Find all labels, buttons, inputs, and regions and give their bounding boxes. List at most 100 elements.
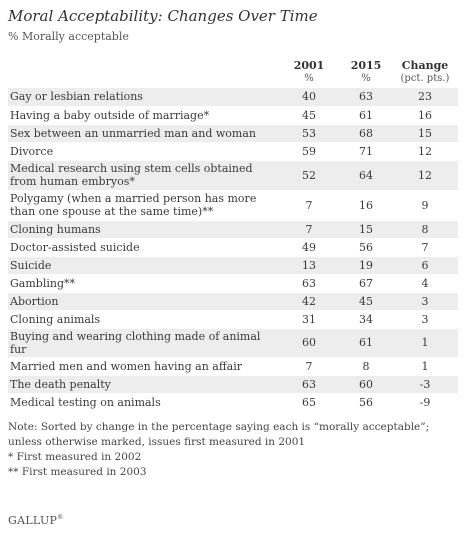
row-value-2015: 45 xyxy=(340,292,392,311)
column-unit-change: (pct. pts.) xyxy=(400,73,450,84)
trademark-mark: ® xyxy=(57,514,64,521)
table-row: Having a baby outside of marriage* 45 61 16 xyxy=(8,106,458,125)
row-value-2001: 7 xyxy=(278,357,340,376)
row-value-2015: 19 xyxy=(340,256,392,275)
row-value-change: 12 xyxy=(392,160,458,191)
table-row: Polygamy (when a married person has more… xyxy=(8,190,458,221)
chart-subtitle: % Morally acceptable xyxy=(8,30,129,43)
row-value-2001: 31 xyxy=(278,310,340,329)
note-footnote-2003: ** First measured in 2003 xyxy=(8,465,147,478)
row-value-change: 16 xyxy=(392,106,458,125)
notes: Note: Sorted by change in the percentage… xyxy=(8,420,458,480)
row-value-2015: 8 xyxy=(340,357,392,376)
row-value-change: 1 xyxy=(392,328,458,358)
column-header-2015: 2015 xyxy=(350,59,382,72)
row-issue-label: Cloning humans xyxy=(8,220,278,239)
table-row: Suicide 13 19 6 xyxy=(8,256,458,275)
row-value-2015: 61 xyxy=(340,106,392,125)
row-issue-label: Having a baby outside of marriage* xyxy=(8,106,278,125)
table-row: Gambling** 63 67 4 xyxy=(8,274,458,293)
note-main: Note: Sorted by change in the percentage… xyxy=(8,420,430,448)
table-row: Divorce 59 71 12 xyxy=(8,142,458,161)
row-value-2015: 56 xyxy=(340,393,392,412)
row-value-2001: 7 xyxy=(278,220,340,239)
row-value-2001: 52 xyxy=(278,160,340,191)
table-row: Medical research using stem cells obtain… xyxy=(8,160,458,191)
row-issue-label: Sex between an unmarried man and woman xyxy=(8,124,278,143)
table-row: Sex between an unmarried man and woman 53… xyxy=(8,124,458,143)
row-issue-label: Doctor-assisted suicide xyxy=(8,238,278,257)
row-value-2001: 13 xyxy=(278,256,340,275)
table-body: Gay or lesbian relations 40 63 23 Having a b… xyxy=(8,88,458,412)
row-issue-label: Cloning animals xyxy=(8,310,278,329)
row-value-2001: 63 xyxy=(278,274,340,293)
logo-text: GALLUP xyxy=(8,514,58,527)
table-row: Cloning humans 7 15 8 xyxy=(8,220,458,239)
row-value-2001: 42 xyxy=(278,292,340,311)
row-value-2001: 53 xyxy=(278,124,340,143)
row-value-change: 7 xyxy=(392,238,458,257)
row-value-2015: 64 xyxy=(340,160,392,191)
row-value-2001: 7 xyxy=(278,190,340,221)
row-value-2015: 16 xyxy=(340,190,392,221)
row-value-2015: 61 xyxy=(340,328,392,358)
column-unit-2001: % xyxy=(304,73,314,84)
column-header-issue xyxy=(8,59,278,72)
row-issue-label: Buying and wearing clothing made of anim… xyxy=(8,328,278,358)
chart-title: Moral Acceptability: Changes Over Time xyxy=(8,7,318,25)
row-value-change: 8 xyxy=(392,220,458,239)
row-value-change: 3 xyxy=(392,292,458,311)
row-value-2001: 63 xyxy=(278,375,340,394)
row-value-2015: 56 xyxy=(340,238,392,257)
row-value-change: 15 xyxy=(392,124,458,143)
row-value-2001: 45 xyxy=(278,106,340,125)
row-value-2001: 40 xyxy=(278,88,340,107)
table-row: Doctor-assisted suicide 49 56 7 xyxy=(8,238,458,257)
column-header-change: Change xyxy=(401,59,449,72)
row-value-2015: 71 xyxy=(340,142,392,161)
row-value-2001: 60 xyxy=(278,328,340,358)
row-issue-label: Married men and women having an affair xyxy=(8,357,278,376)
table-row: Abortion 42 45 3 xyxy=(8,292,458,311)
row-issue-label: Gambling** xyxy=(8,274,278,293)
table-row: Gay or lesbian relations 40 63 23 xyxy=(8,88,458,107)
row-issue-label: Gay or lesbian relations xyxy=(8,88,278,107)
row-value-change: -9 xyxy=(392,393,458,412)
row-value-change: 3 xyxy=(392,310,458,329)
row-value-2001: 65 xyxy=(278,393,340,412)
table-row: Medical testing on animals 65 56 -9 xyxy=(8,393,458,412)
row-value-2015: 60 xyxy=(340,375,392,394)
row-value-change: 12 xyxy=(392,142,458,161)
row-issue-label: Polygamy (when a married person has more… xyxy=(8,190,278,221)
row-issue-label: Medical testing on animals xyxy=(8,393,278,412)
row-issue-label: Suicide xyxy=(8,256,278,275)
table-row: The death penalty 63 60 -3 xyxy=(8,375,458,394)
column-unit-issue xyxy=(8,72,278,88)
row-value-change: 4 xyxy=(392,274,458,293)
row-issue-label: Abortion xyxy=(8,292,278,311)
row-value-change: 1 xyxy=(392,357,458,376)
row-value-2015: 63 xyxy=(340,88,392,107)
row-value-2001: 49 xyxy=(278,238,340,257)
data-table: 2001 2015 Change % % (pct. pts.) Gay or … xyxy=(8,59,458,412)
row-value-2001: 59 xyxy=(278,142,340,161)
note-footnote-2002: * First measured in 2002 xyxy=(8,450,142,463)
column-unit-2015: % xyxy=(361,73,371,84)
row-value-2015: 67 xyxy=(340,274,392,293)
row-value-2015: 15 xyxy=(340,220,392,239)
column-header-2001: 2001 xyxy=(293,59,325,72)
row-value-change: 23 xyxy=(392,88,458,107)
row-value-2015: 34 xyxy=(340,310,392,329)
gallup-logo: GALLUP® xyxy=(8,514,64,527)
row-value-change: 9 xyxy=(392,190,458,221)
row-value-2015: 68 xyxy=(340,124,392,143)
row-issue-label: The death penalty xyxy=(8,375,278,394)
row-value-change: 6 xyxy=(392,256,458,275)
table-row: Cloning animals 31 34 3 xyxy=(8,310,458,329)
table-row: Buying and wearing clothing made of anim… xyxy=(8,328,458,358)
row-issue-label: Divorce xyxy=(8,142,278,161)
table-row: Married men and women having an affair 7 8… xyxy=(8,357,458,376)
row-issue-label: Medical research using stem cells obtain… xyxy=(8,160,278,191)
row-value-change: -3 xyxy=(392,375,458,394)
